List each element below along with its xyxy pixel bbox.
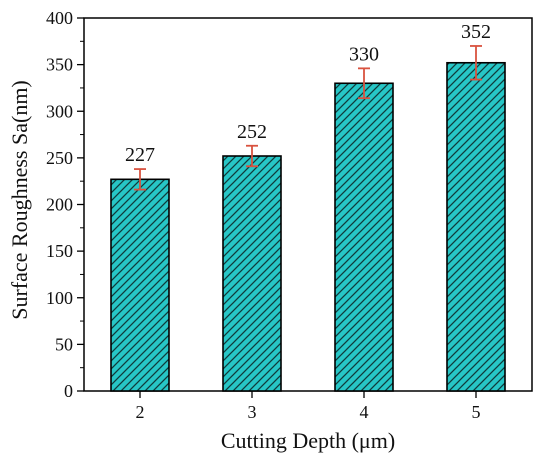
y-tick-label: 150 bbox=[46, 241, 73, 261]
x-axis-title: Cutting Depth (μm) bbox=[221, 428, 395, 453]
y-tick-label: 100 bbox=[46, 288, 73, 308]
x-tick-label: 5 bbox=[472, 402, 481, 422]
y-tick-label: 50 bbox=[55, 334, 73, 354]
y-tick-label: 350 bbox=[46, 55, 73, 75]
y-tick-label: 0 bbox=[64, 381, 73, 401]
data-label: 330 bbox=[349, 43, 379, 65]
data-label: 352 bbox=[461, 21, 491, 43]
y-tick-label: 400 bbox=[46, 8, 73, 28]
data-labels: 227 252 330 352 bbox=[125, 21, 491, 166]
y-tick-label: 200 bbox=[46, 195, 73, 215]
x-tick-label: 2 bbox=[136, 402, 145, 422]
y-tick-label: 250 bbox=[46, 148, 73, 168]
bar bbox=[222, 155, 282, 392]
error-bars bbox=[134, 45, 482, 191]
bars bbox=[110, 61, 506, 392]
y-axis: 0 50 100 150 200 250 300 350 400 bbox=[46, 8, 84, 401]
x-tick-label: 3 bbox=[248, 402, 257, 422]
x-axis: 2 3 4 5 bbox=[136, 391, 481, 422]
x-tick-label: 4 bbox=[360, 402, 369, 422]
bar bbox=[110, 178, 170, 392]
bar bbox=[334, 82, 394, 392]
data-label: 227 bbox=[125, 144, 155, 166]
data-label: 252 bbox=[237, 121, 267, 143]
y-axis-title: Surface Roughness Sa(nm) bbox=[7, 80, 32, 320]
bar bbox=[446, 61, 506, 392]
y-tick-label: 300 bbox=[46, 101, 73, 121]
